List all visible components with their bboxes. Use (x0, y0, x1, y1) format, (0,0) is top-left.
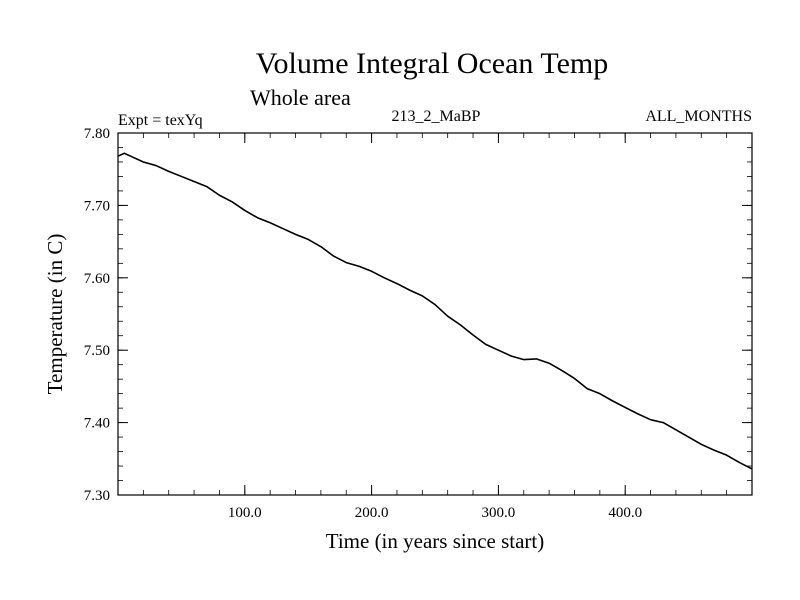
period-label: ALL_MONTHS (645, 108, 752, 125)
y-tick-label: 7.70 (84, 198, 110, 214)
plot-frame (117, 132, 753, 496)
x-tick-label: 100.0 (228, 505, 262, 521)
y-axis-label: Temperature (in C) (43, 234, 67, 395)
y-tick-label: 7.40 (84, 416, 110, 432)
x-axis: 100.0 200.0 300.0 400.0 (117, 133, 753, 521)
y-tick-label: 7.30 (84, 488, 110, 504)
y-axis: 7.30 7.40 7.50 7.60 7.70 7.80 (84, 126, 752, 504)
run-label: 213_2_MaBP (392, 108, 481, 125)
experiment-label: Expt = texYq (118, 112, 203, 129)
temperature-series-line (117, 152, 753, 470)
y-tick-label: 7.60 (84, 271, 110, 287)
chart-subtitle: Whole area (250, 85, 351, 110)
y-tick-label: 7.50 (84, 343, 110, 359)
chart-title: Volume Integral Ocean Temp (256, 47, 609, 80)
y-tick-label: 7.80 (84, 126, 110, 142)
x-axis-label: Time (in years since start) (326, 529, 545, 553)
x-tick-label: 200.0 (355, 505, 389, 521)
x-tick-label: 400.0 (608, 505, 642, 521)
x-tick-label: 300.0 (482, 505, 516, 521)
